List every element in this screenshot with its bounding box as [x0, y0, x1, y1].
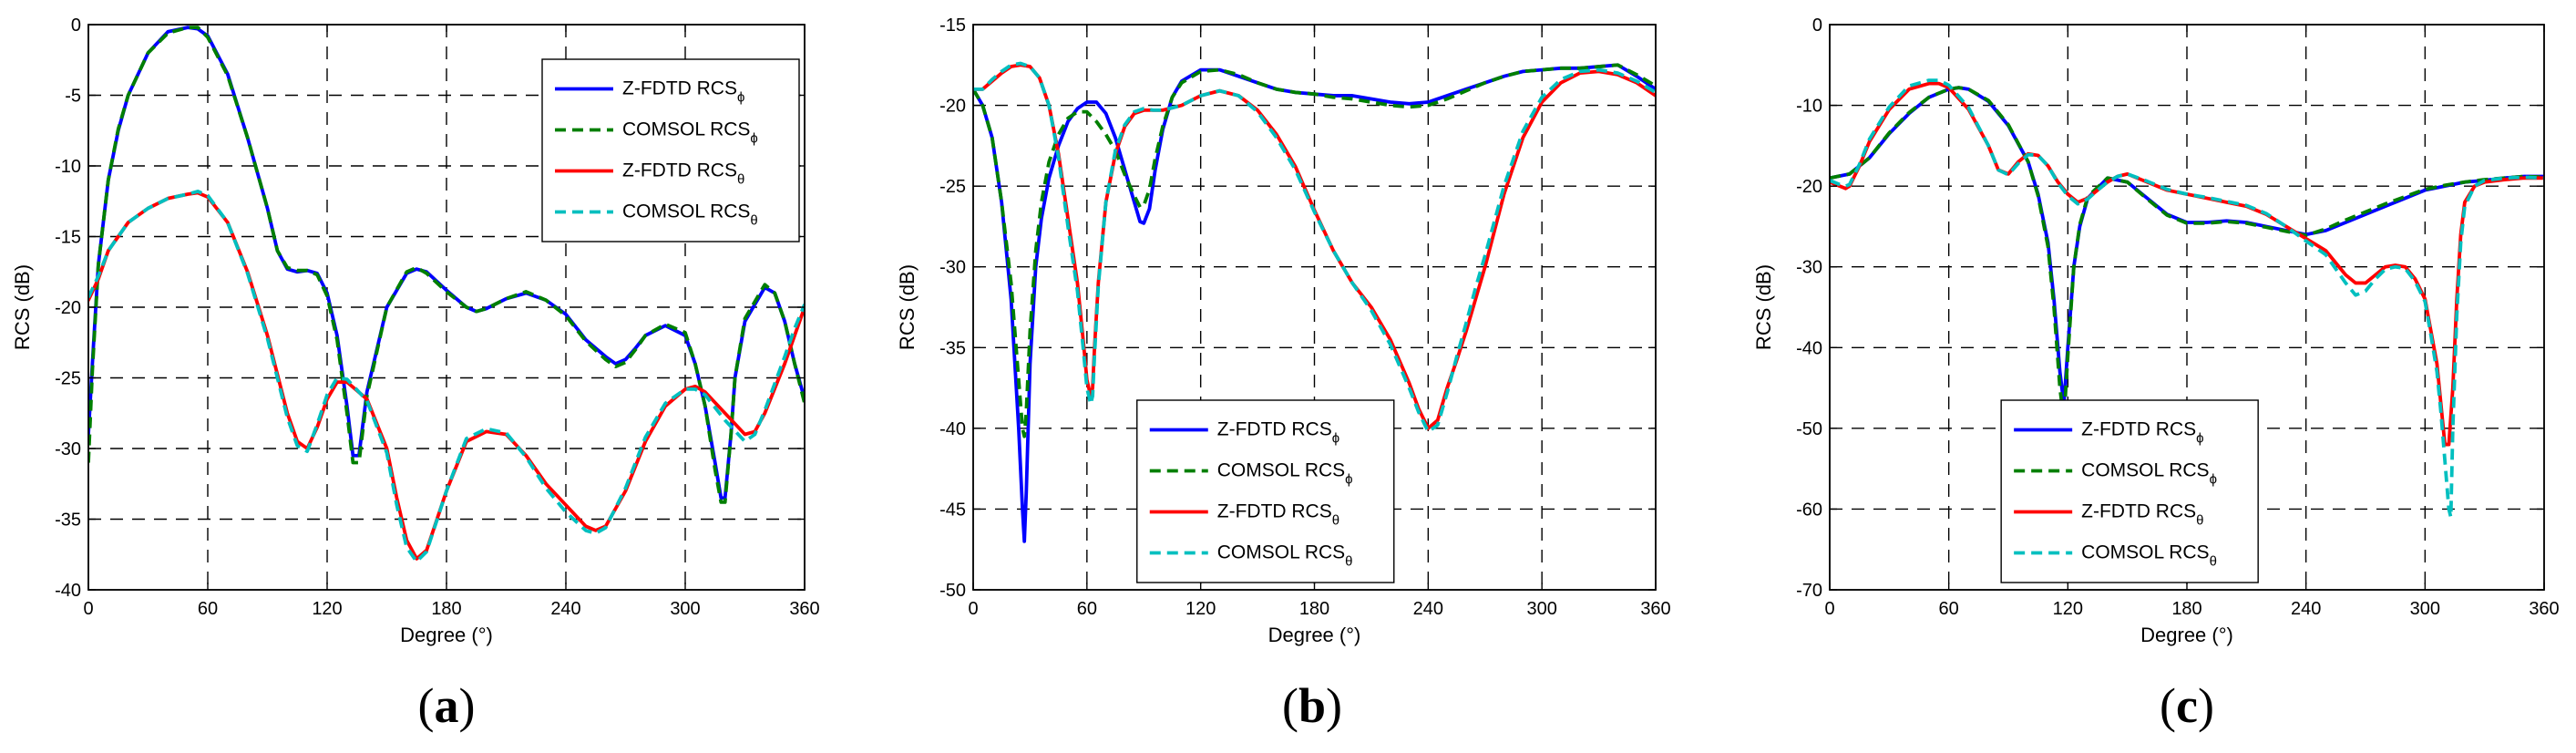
x-tick-label: 0 — [83, 599, 93, 619]
x-tick-label: 120 — [1185, 599, 1216, 619]
legend-label-2: COMSOL RCSϕ — [622, 119, 758, 147]
panel-b: 0 60 120 180 240 300 360 -15 -20 -25 -30 -35 -40 -45 -… — [896, 15, 1671, 733]
panel-label: (b) — [1282, 678, 1342, 733]
y-axis-label: RCS (dB) — [1752, 264, 1775, 350]
legend: Z-FDTD RCSϕ COMSOL RCSϕ Z-FDTD RCSθ COMSOL … — [541, 58, 800, 242]
x-tick-label: 240 — [550, 599, 580, 619]
y-tick-label: -5 — [65, 87, 81, 107]
y-tick-label: -20 — [1796, 177, 1822, 197]
x-tick-label: 60 — [1077, 599, 1097, 619]
legend-label-2: COMSOL RCSϕ — [1217, 460, 1353, 488]
y-tick-label: -35 — [939, 338, 966, 358]
y-axis-label: RCS (dB) — [11, 264, 34, 350]
legend-label-3: Z-FDTD RCSθ — [2081, 501, 2203, 529]
x-tick-label: 180 — [1299, 599, 1329, 619]
y-tick-label: 0 — [71, 15, 81, 36]
y-tick-label: -10 — [1796, 97, 1822, 117]
legend-label-1: Z-FDTD RCSϕ — [622, 78, 744, 106]
y-axis-label: RCS (dB) — [896, 264, 919, 350]
y-tick-label: -10 — [55, 157, 81, 177]
x-tick-label: 300 — [1526, 599, 1556, 619]
y-tick-label: -40 — [939, 419, 966, 439]
series-line-2 — [1830, 86, 2544, 422]
x-tick-label: 180 — [431, 599, 461, 619]
series-line-4 — [88, 190, 805, 563]
y-tick-label: -15 — [55, 228, 81, 248]
y-tick-label: -20 — [55, 298, 81, 318]
y-tick-label: -50 — [939, 581, 966, 601]
series-line-4 — [973, 61, 1656, 434]
legend-label-1: Z-FDTD RCSϕ — [2081, 419, 2203, 447]
y-tick-label: -70 — [1796, 581, 1822, 601]
y-tick-label: -30 — [939, 258, 966, 278]
x-tick-label: 180 — [2171, 599, 2201, 619]
y-tick-label: -20 — [939, 97, 966, 117]
y-tick-label: -45 — [939, 500, 966, 520]
x-tick-label: 120 — [2053, 599, 2083, 619]
x-tick-label: 240 — [1413, 599, 1443, 619]
panel-label: (a) — [418, 678, 476, 733]
x-tick-label: 120 — [312, 599, 342, 619]
legend-label-1: Z-FDTD RCSϕ — [1217, 419, 1339, 447]
y-tick-label: -40 — [55, 581, 81, 601]
y-tick-label: -40 — [1796, 338, 1822, 358]
x-axis-label: Degree (°) — [1268, 624, 1361, 646]
x-tick-label: 60 — [198, 599, 218, 619]
legend: Z-FDTD RCSϕ COMSOL RCSϕ Z-FDTD RCSθ COMSOL … — [2000, 399, 2259, 583]
x-tick-label: 300 — [670, 599, 700, 619]
legend-label-4: COMSOL RCSθ — [622, 201, 758, 229]
x-tick-label: 0 — [1824, 599, 1834, 619]
panel-label: (c) — [2160, 678, 2214, 733]
x-tick-label: 360 — [2529, 599, 2559, 619]
x-axis-label: Degree (°) — [400, 624, 493, 646]
y-tick-label: -35 — [55, 511, 81, 531]
y-tick-label: -50 — [1796, 419, 1822, 439]
panel-c: 0 60 120 180 240 300 360 0 -10 -20 -30 -40 -50 -60 -70… — [1752, 15, 2560, 733]
legend-label-4: COMSOL RCSθ — [2081, 542, 2217, 570]
legend-label-2: COMSOL RCSϕ — [2081, 460, 2217, 488]
y-tick-label: -25 — [939, 177, 966, 197]
series-line-2 — [973, 63, 1656, 438]
x-tick-label: 360 — [1640, 599, 1670, 619]
x-tick-label: 60 — [1939, 599, 1959, 619]
x-tick-label: 0 — [968, 599, 978, 619]
legend: Z-FDTD RCSϕ COMSOL RCSϕ Z-FDTD RCSθ COMSOL … — [1136, 399, 1395, 583]
legend-label-3: Z-FDTD RCSθ — [622, 160, 744, 188]
panel-a: 0 60 120 180 240 300 360 0 -5 -10 -15 -20 -25 -30 -35 -… — [11, 15, 820, 733]
series-line-4 — [1830, 78, 2544, 520]
x-tick-label: 240 — [2291, 599, 2321, 619]
y-tick-label: -25 — [55, 369, 81, 389]
y-tick-label: -60 — [1796, 500, 1822, 520]
grid — [88, 25, 805, 590]
y-tick-label: -30 — [55, 439, 81, 459]
series-line-2 — [88, 26, 805, 504]
legend-label-3: Z-FDTD RCSθ — [1217, 501, 1339, 529]
y-tick-label: -30 — [1796, 258, 1822, 278]
x-axis-label: Degree (°) — [2140, 624, 2233, 646]
x-tick-label: 300 — [2410, 599, 2440, 619]
legend-label-4: COMSOL RCSθ — [1217, 542, 1353, 570]
y-tick-label: -15 — [939, 15, 966, 36]
x-tick-label: 360 — [789, 599, 819, 619]
y-tick-label: 0 — [1812, 15, 1822, 36]
